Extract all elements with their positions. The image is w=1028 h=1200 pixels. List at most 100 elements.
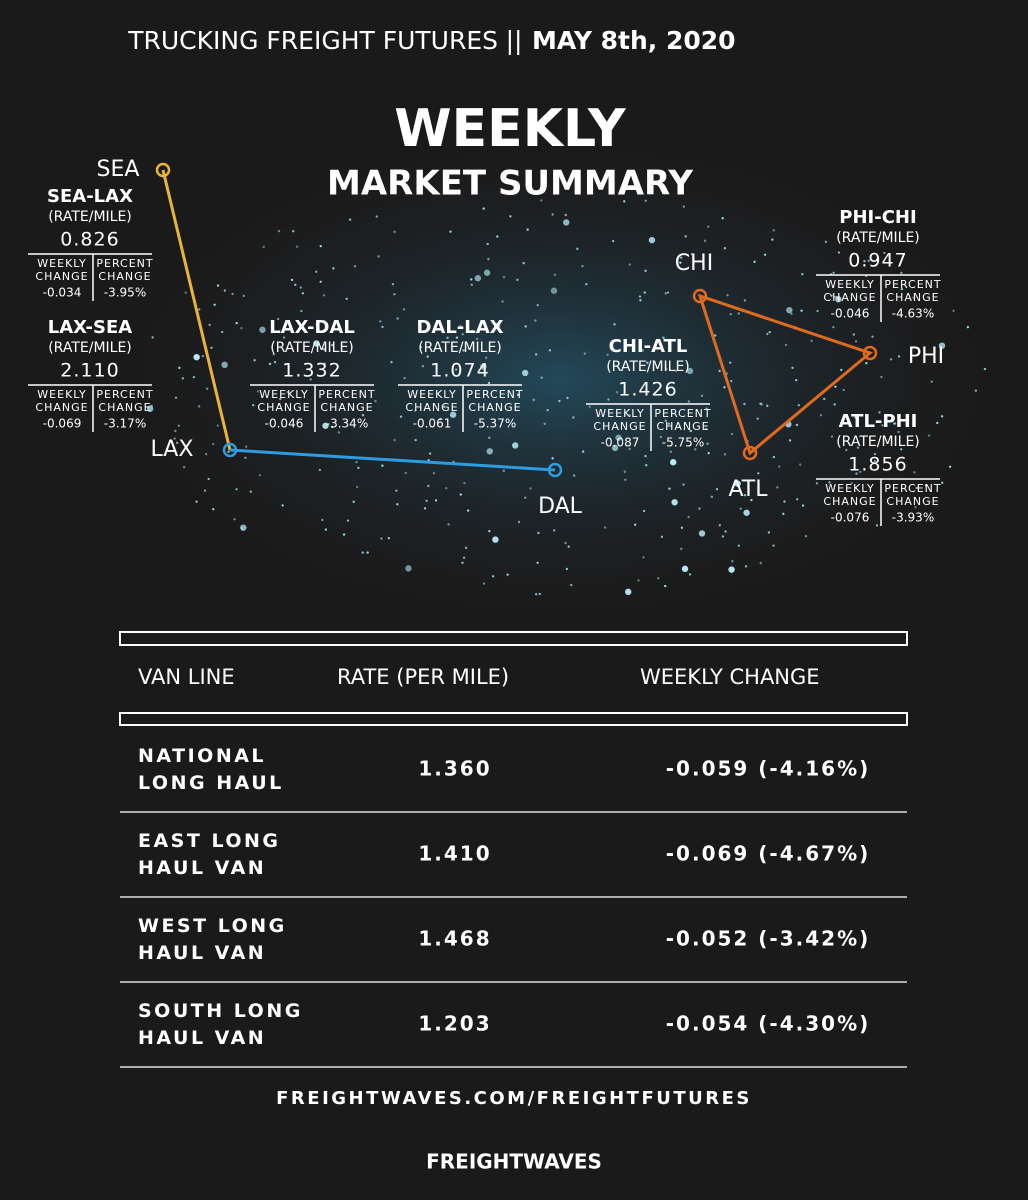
rate-unit: (RATE/MILE) [836, 434, 920, 450]
map-dot [146, 405, 154, 412]
map-dot [566, 396, 569, 400]
map-dot [607, 398, 610, 401]
map-dot [419, 346, 423, 349]
map-dot [565, 567, 569, 571]
map-dot [551, 213, 554, 216]
map-dot [710, 495, 714, 499]
map-dot [572, 416, 575, 419]
map-dot [659, 435, 663, 439]
change-label: WEEKLY [259, 388, 308, 401]
map-dot [927, 434, 931, 437]
map-dot [703, 239, 707, 243]
map-glow [90, 120, 1028, 640]
map-dot [502, 469, 506, 472]
lane-name: LAX-DAL [269, 317, 355, 338]
map-dot [540, 199, 543, 202]
table-rule [119, 631, 908, 646]
map-dot [220, 330, 224, 334]
map-dot [323, 362, 326, 365]
map-dot [585, 282, 588, 286]
map-dot [208, 323, 211, 327]
map-dot [330, 425, 334, 429]
change-value: -0.046 [265, 417, 304, 431]
map-dot [486, 242, 489, 246]
map-dot [730, 379, 733, 383]
city-marker [692, 288, 708, 304]
map-dot [439, 417, 442, 421]
map-dot [342, 533, 346, 536]
map-dot [461, 561, 464, 565]
map-dot [795, 378, 798, 382]
map-dot [863, 259, 866, 263]
map-dot [253, 359, 256, 362]
map-dot [900, 271, 903, 275]
city-marker [742, 445, 758, 461]
map-dot [881, 424, 884, 427]
map-dot [948, 465, 952, 469]
title: WEEKLY [394, 99, 627, 159]
map-dot [624, 588, 632, 596]
map-dot [924, 484, 928, 487]
map-dot [633, 523, 637, 526]
row-change: -0.069 (-4.67%) [666, 842, 871, 866]
row-label: SOUTH LONG HAUL VAN [138, 1000, 303, 1049]
map-dot [567, 545, 570, 548]
map-dot [262, 245, 265, 249]
map-dot [550, 287, 558, 294]
map-dot [729, 312, 732, 316]
map-dot [707, 225, 710, 228]
change-value: -4.63% [892, 307, 934, 321]
map-dot [628, 447, 631, 451]
map-dot [396, 503, 399, 506]
map-dot [516, 393, 520, 397]
map-dot [731, 560, 734, 563]
change-label: WEEKLY [825, 278, 874, 291]
map-dot [734, 480, 741, 487]
map-dot [768, 330, 771, 334]
map-dot [588, 405, 591, 408]
map-dot [548, 349, 552, 352]
map-dot [529, 487, 532, 490]
lane-name: PHI-CHI [839, 207, 916, 228]
change-label: PERCENT [884, 482, 941, 495]
row-label: EAST LONG HAUL VAN [138, 830, 281, 879]
map-dot [501, 300, 504, 303]
city-label: ATL [728, 477, 768, 502]
map-dot [889, 358, 893, 361]
map-dot [540, 376, 543, 379]
map-dot [750, 498, 753, 502]
map-dot [315, 323, 319, 326]
map-dot [966, 325, 970, 329]
change-label: CHANGE [593, 420, 646, 433]
map-dot [706, 442, 709, 445]
map-dot [723, 247, 727, 250]
map-dot [743, 299, 747, 302]
map-dot [790, 312, 793, 315]
map-dot [938, 342, 946, 349]
map-dot [471, 329, 474, 333]
map-dot [506, 573, 509, 576]
map-dot [321, 518, 324, 522]
city-marker [155, 162, 171, 178]
map-dot [842, 388, 845, 392]
map-dot [940, 415, 944, 418]
map-dot [900, 287, 904, 291]
map-dot [353, 264, 357, 268]
map-dot [404, 471, 407, 475]
map-dot [637, 579, 640, 582]
map-dot [337, 431, 341, 434]
map-dot [332, 267, 335, 270]
map-dot [427, 484, 430, 488]
map-dot [516, 278, 519, 282]
map-dot [173, 437, 176, 440]
map-dot [204, 452, 208, 456]
row-change: -0.054 (-4.30%) [666, 1012, 871, 1036]
map-dot [446, 336, 449, 340]
map-dot [434, 499, 438, 502]
map-dot [687, 515, 690, 519]
header-series: TRUCKING FREIGHT FUTURES [127, 26, 498, 55]
map-dot [698, 530, 706, 537]
lane-name: LAX-SEA [48, 317, 133, 338]
map-dot [240, 524, 247, 531]
change-label: CHANGE [257, 401, 310, 414]
